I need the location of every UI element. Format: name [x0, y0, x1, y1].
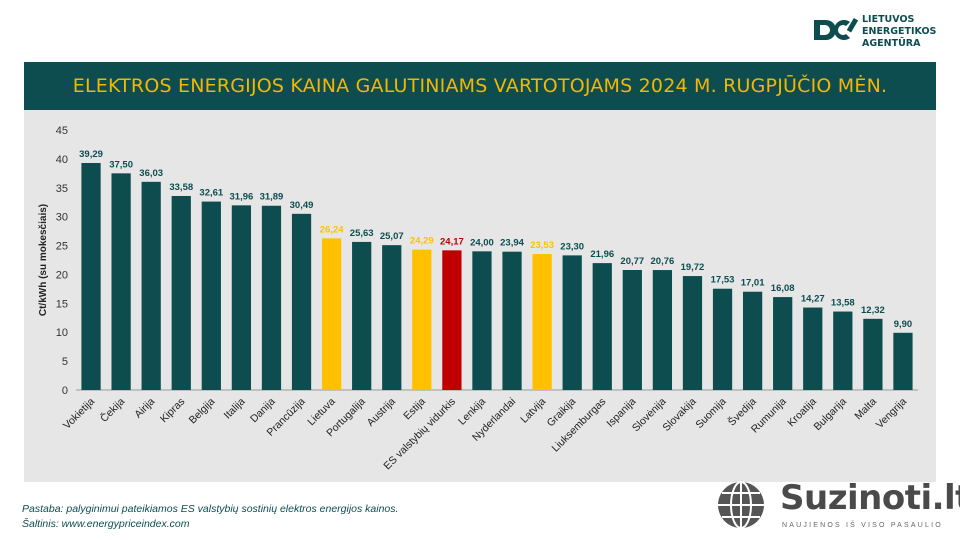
data-label: 13,58 [831, 298, 855, 309]
data-label: 26,24 [320, 224, 344, 235]
data-label: 9,90 [894, 319, 913, 330]
bar [592, 263, 612, 390]
watermark-brand: Suzinoti.lt NAUJIENOS IŠ VISO PASAULIO [716, 478, 960, 536]
chart-title: ELEKTROS ENERGIJOS KAINA GALUTINIAMS VAR… [72, 75, 888, 97]
bar [442, 250, 462, 390]
bar-chart: 0 5 10 15 20 25 30 35 40 45 Ct/kWh (su mokesčiais)… [38, 125, 918, 472]
y-tick-label: 40 [56, 154, 68, 166]
data-label: 33,58 [169, 182, 193, 193]
y-tick-label: 10 [56, 327, 68, 339]
bar [261, 205, 282, 390]
y-tick-label: 5 [62, 356, 68, 368]
bar [382, 245, 402, 390]
bar [562, 255, 582, 390]
x-tick-label: Italija [222, 396, 248, 422]
data-label: 14,27 [801, 294, 825, 305]
globe-icon [718, 481, 764, 529]
data-label: 19,72 [681, 262, 705, 273]
data-label: 25,07 [380, 231, 404, 242]
data-label: 23,53 [530, 240, 554, 251]
bar [833, 311, 853, 390]
data-label: 21,96 [590, 249, 614, 260]
x-tick-label: Vokietija [61, 396, 97, 432]
bar [352, 241, 372, 390]
data-label: 23,94 [500, 238, 524, 249]
bar [622, 269, 642, 390]
footnote: Pastaba: palyginimui pateikiamos ES vals… [22, 502, 398, 532]
chart-area: 0 5 10 15 20 25 30 35 40 45 Ct/kWh (su mokesčiais)… [24, 110, 936, 482]
bar [291, 213, 312, 390]
data-label: 37,50 [109, 159, 133, 170]
brand-tagline: NAUJIENOS IŠ VISO PASAULIO [782, 522, 943, 529]
x-tick-label: Malta [852, 396, 879, 423]
data-label: 39,29 [79, 149, 103, 160]
bar [742, 291, 763, 390]
x-tick-label: Austrija [365, 396, 398, 429]
x-tick-label: Bulgarija [812, 396, 849, 433]
data-label: 36,03 [139, 168, 163, 179]
data-label: 23,30 [560, 241, 584, 252]
data-label: 25,63 [350, 228, 374, 239]
brand-name: Suzinoti.lt [780, 478, 960, 518]
bar [321, 238, 342, 390]
x-tick-label: Belgija [187, 396, 218, 427]
data-label: 30,49 [290, 200, 314, 211]
y-tick-label: 45 [56, 125, 68, 137]
data-label: 17,01 [741, 278, 765, 289]
data-label: 16,08 [771, 283, 795, 294]
bar [893, 332, 913, 390]
bar [532, 254, 552, 390]
x-tick-label: Čekija [97, 395, 127, 425]
data-label: 24,00 [470, 237, 494, 248]
data-label: 32,61 [199, 188, 223, 199]
bar [652, 270, 673, 390]
x-tick-label: Estija [401, 396, 428, 423]
bar [803, 307, 823, 390]
data-label: 17,53 [711, 275, 735, 286]
bar [201, 201, 221, 390]
bar [412, 249, 432, 390]
bar [682, 276, 703, 390]
y-tick-label: 20 [56, 269, 68, 281]
bar [773, 297, 793, 390]
y-tick-label: 30 [56, 212, 68, 224]
data-label: 20,76 [651, 256, 675, 267]
bar [712, 288, 733, 390]
x-tick-label: Liuksemburgas [550, 396, 609, 455]
footnote-note: Pastaba: palyginimui pateikiamos ES vals… [22, 503, 399, 515]
y-tick-label: 25 [56, 241, 68, 253]
data-label: 20,77 [620, 256, 644, 267]
data-label: 24,29 [410, 236, 434, 247]
data-label: 12,32 [861, 305, 885, 316]
bar [502, 251, 522, 390]
x-tick-label: Kipras [158, 396, 188, 426]
agency-logo-icon [814, 17, 858, 40]
bar [863, 318, 883, 390]
data-label: 24,17 [440, 236, 464, 247]
x-tick-label: Suomija [693, 396, 728, 431]
bar [171, 195, 191, 390]
bar [141, 181, 161, 390]
y-tick-label: 0 [62, 385, 68, 397]
x-tick-label: Airija [132, 396, 157, 421]
bar [111, 173, 131, 390]
x-tick-label: Vengrija [874, 396, 909, 431]
bar [231, 205, 252, 390]
data-label: 31,89 [260, 192, 284, 203]
y-tick-label: 15 [56, 298, 68, 310]
bar [81, 162, 101, 390]
x-tick-label: Slovakija [660, 396, 698, 434]
chart-title-bar: ELEKTROS ENERGIJOS KAINA GALUTINIAMS VAR… [24, 62, 936, 110]
footnote-source: Šaltinis: www.energypriceindex.com [22, 518, 190, 530]
agency-logo: LIETUVOS ENERGETIKOS AGENTŪRA [812, 12, 952, 52]
y-tick-label: 35 [56, 183, 68, 195]
y-axis-title: Ct/kWh (su mokesčiais) [38, 204, 49, 316]
bar [472, 251, 492, 390]
agency-logo-text: LIETUVOS ENERGETIKOS AGENTŪRA [862, 14, 937, 49]
data-label: 31,96 [230, 191, 254, 202]
